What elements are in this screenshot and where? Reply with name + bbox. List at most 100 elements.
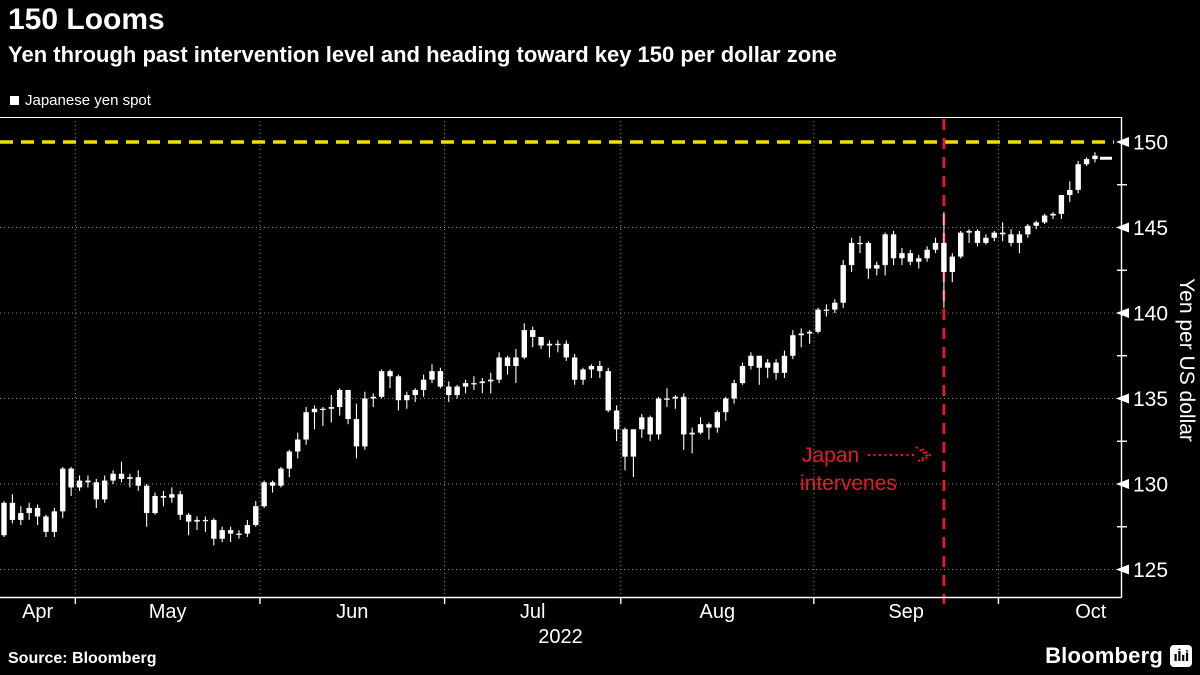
candlestick <box>93 482 100 500</box>
x-tick-label: Jul <box>520 601 546 623</box>
candlestick <box>437 371 444 387</box>
annotation-arrow-head <box>915 446 929 464</box>
event-annotation-line2: intervenes <box>800 472 897 495</box>
candlestick <box>429 371 435 380</box>
candlestick <box>236 533 242 535</box>
candlestick <box>571 357 578 380</box>
candlestick <box>278 468 284 486</box>
candlestick <box>227 530 234 534</box>
candlestick <box>882 234 888 266</box>
candlestick <box>529 330 536 337</box>
candlestick <box>555 343 561 346</box>
candlestick <box>1025 225 1031 235</box>
candlestick <box>941 242 947 272</box>
candlestick <box>714 412 721 428</box>
candlestick <box>320 408 326 411</box>
candlestick <box>43 516 49 532</box>
candlestick <box>303 412 309 440</box>
candlestick <box>345 389 351 420</box>
candlestick <box>773 362 779 373</box>
candlestick <box>211 519 217 539</box>
candlestick <box>253 506 259 526</box>
candlestick <box>160 495 167 498</box>
y-tick-arrow <box>1116 479 1129 489</box>
candlestick <box>462 383 469 387</box>
candlestick <box>328 407 334 409</box>
candlestick <box>1083 159 1090 165</box>
candlestick <box>655 398 662 435</box>
candlestick <box>488 379 494 382</box>
candlestick <box>1067 189 1073 196</box>
candlestick <box>1033 222 1039 226</box>
candlestick <box>1016 234 1023 243</box>
bloomberg-logo: Bloomberg <box>1045 643 1192 669</box>
candlestick <box>764 362 771 368</box>
candlestick <box>999 232 1006 235</box>
candlestick <box>454 386 460 396</box>
year-label: 2022 <box>538 626 583 648</box>
bloomberg-terminal-icon <box>1170 645 1192 667</box>
candlestick <box>748 355 754 367</box>
candlestick <box>412 389 418 396</box>
candlestick <box>143 485 150 514</box>
x-tick-label: Apr <box>22 601 53 623</box>
candlestick <box>957 232 964 257</box>
candlestick <box>672 396 679 399</box>
candlestick <box>26 507 32 514</box>
candlestick <box>806 331 813 334</box>
candlestick <box>370 396 376 399</box>
candlestick <box>295 439 301 452</box>
candlestick <box>68 468 74 488</box>
candlestick <box>504 357 511 367</box>
candlestick <box>18 513 24 520</box>
candlestick <box>907 253 914 262</box>
legend: Japanese yen spot <box>10 92 151 109</box>
candlestick <box>647 417 653 435</box>
candlestick <box>1 502 7 536</box>
y-axis-title: Yen per US dollar <box>1175 278 1198 442</box>
annotation-arrow-head <box>921 448 932 462</box>
candlestick <box>118 473 125 479</box>
source-credit: Source: Bloomberg <box>8 650 157 667</box>
candlestick <box>1008 234 1014 243</box>
candlestick <box>781 355 788 373</box>
candlestick <box>983 237 989 243</box>
candlestick <box>823 309 830 311</box>
candlestick <box>76 480 83 488</box>
candlestick <box>378 371 385 397</box>
candlestick <box>1041 215 1048 223</box>
candlestick <box>1058 195 1065 214</box>
candlestick <box>580 369 586 380</box>
candlestick <box>177 494 183 515</box>
bloomberg-logo-text: Bloomberg <box>1045 643 1163 668</box>
candlestick <box>286 451 293 469</box>
candlestick <box>681 396 687 435</box>
candlestick <box>991 232 997 238</box>
event-annotation-line1: Japan <box>802 444 859 467</box>
candlestick <box>9 502 16 520</box>
candlestick <box>790 335 796 356</box>
candlestick <box>563 343 569 358</box>
candlestick <box>395 376 402 401</box>
candlestick <box>60 468 66 512</box>
last-price-marker <box>1099 156 1112 160</box>
candlestick <box>932 242 939 250</box>
x-tick-label: Sep <box>888 601 924 623</box>
candlestick <box>798 333 804 336</box>
y-tick-label: 135 <box>1133 388 1168 411</box>
candlestick <box>689 432 695 435</box>
candlestick <box>261 482 267 507</box>
candlestick <box>446 386 452 396</box>
x-tick-label: May <box>149 601 187 623</box>
candlestick <box>51 511 58 532</box>
candlestick <box>127 477 133 479</box>
candlestick <box>202 519 209 522</box>
y-tick-arrow <box>1116 222 1129 233</box>
candlestick <box>311 408 318 413</box>
candlestick <box>336 389 343 408</box>
candlestick <box>1050 213 1056 216</box>
candlestick <box>185 514 192 522</box>
candlestick <box>756 355 762 368</box>
candlestick <box>949 256 955 272</box>
candlestick <box>420 379 427 390</box>
